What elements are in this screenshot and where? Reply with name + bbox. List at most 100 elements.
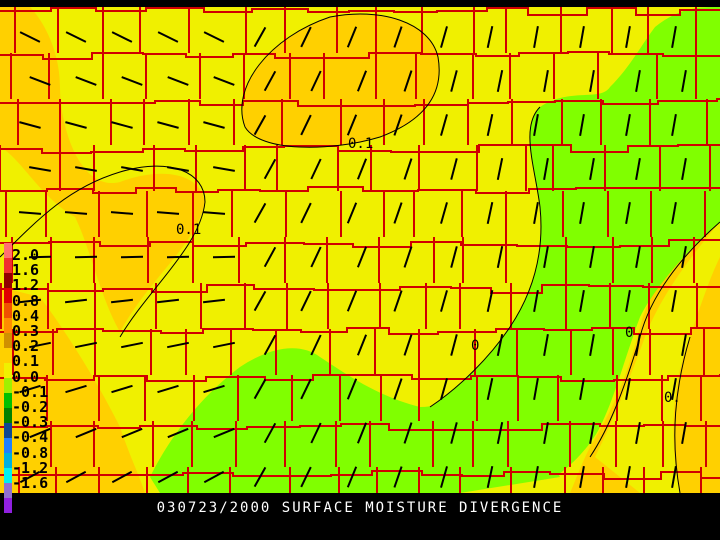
legend-label: 0.3	[12, 322, 40, 341]
wind-barb	[589, 70, 595, 92]
wind-barb	[310, 422, 322, 444]
wind-barb	[121, 341, 143, 349]
wind-barb	[300, 202, 312, 224]
wind-barb	[533, 202, 539, 224]
wind-barb	[203, 121, 225, 129]
contour-label: 0	[625, 325, 633, 341]
legend-swatch	[4, 288, 12, 303]
wind-barb	[213, 341, 235, 349]
wind-barb	[157, 384, 179, 394]
wind-barb	[203, 470, 225, 484]
county-line	[0, 51, 720, 60]
wind-barb	[681, 70, 687, 92]
wind-barb	[263, 422, 277, 444]
wind-barb	[496, 334, 504, 356]
wind-barb	[579, 202, 585, 224]
wind-barb	[203, 384, 225, 394]
wind-barb	[486, 201, 494, 225]
wind-barb	[589, 158, 595, 180]
wind-barb	[111, 31, 133, 43]
wind-barb	[29, 76, 51, 86]
wind-barb	[65, 470, 87, 484]
county-line	[0, 470, 720, 480]
legend-swatch	[4, 303, 12, 318]
legend-swatch	[4, 408, 12, 423]
wind-barb	[19, 470, 41, 484]
wind-barb	[300, 466, 312, 488]
wind-barb	[300, 114, 312, 136]
wind-barb	[346, 466, 358, 488]
wind-barb	[533, 114, 539, 136]
wind-barb	[579, 290, 585, 312]
county-line	[0, 7, 720, 16]
wind-barb	[110, 298, 134, 304]
wind-barb	[403, 334, 413, 356]
wind-barb	[346, 202, 358, 224]
contour-label: 0.1	[176, 222, 201, 238]
negative-area-east	[430, 7, 720, 482]
wind-barb	[253, 466, 267, 488]
wind-barb	[681, 158, 687, 180]
wind-barb	[579, 466, 585, 488]
legend-swatch	[4, 483, 12, 498]
wind-barb	[625, 466, 631, 488]
wind-barb	[156, 298, 180, 304]
legend-swatch	[4, 363, 12, 378]
county-line	[0, 327, 720, 335]
wind-barb	[157, 31, 179, 43]
wind-barb	[300, 378, 312, 400]
wind-barb	[486, 465, 494, 489]
legend-swatch	[4, 498, 12, 513]
wind-barb	[579, 114, 585, 136]
legend-label: 1.2	[12, 276, 40, 295]
wind-barb	[486, 113, 494, 137]
wind-barb	[29, 341, 51, 349]
county-line	[0, 186, 720, 194]
legend-label: 1.6	[12, 261, 40, 280]
wind-barb	[589, 246, 595, 268]
wind-barb	[496, 158, 504, 180]
wind-barb	[213, 76, 235, 86]
wind-barb	[393, 466, 403, 488]
wind-barb	[356, 158, 368, 180]
legend-swatch	[4, 333, 12, 348]
wind-barb	[681, 422, 687, 444]
wind-barb	[111, 384, 133, 394]
legend-swatch	[4, 438, 12, 453]
wind-barb	[346, 114, 358, 136]
wind-barb	[19, 121, 41, 129]
legend-label: -0.2	[12, 398, 49, 417]
wind-barb	[543, 422, 549, 444]
wind-barb	[29, 427, 51, 439]
wind-barb	[671, 466, 677, 488]
wind-barb	[625, 378, 631, 400]
wind-barb	[157, 470, 179, 484]
legend-label: 0.4	[12, 306, 40, 325]
wind-barb	[202, 211, 226, 215]
wind-barb	[19, 31, 41, 43]
wind-barb	[671, 378, 677, 400]
wind-barb	[310, 246, 322, 268]
legend-swatch	[4, 273, 12, 288]
wind-barb	[496, 246, 504, 268]
legend-label: 0.2	[12, 337, 40, 356]
wind-barb	[625, 202, 631, 224]
wind-barb	[393, 114, 403, 136]
wind-barb	[486, 25, 494, 49]
legend-label: 0.8	[12, 291, 40, 310]
wind-barb	[263, 158, 277, 180]
wind-barb	[253, 378, 267, 400]
wind-barb	[111, 470, 133, 484]
wind-barb	[496, 422, 504, 444]
legend-swatch	[4, 393, 12, 408]
wind-barb	[253, 26, 267, 48]
wind-barb	[496, 70, 504, 92]
wind-barb	[121, 427, 143, 439]
wind-barb	[543, 246, 549, 268]
wind-barb	[253, 290, 267, 312]
negative-area-south	[150, 348, 560, 493]
wind-barb	[543, 70, 549, 92]
wind-barb	[167, 341, 189, 349]
wind-barb	[589, 422, 595, 444]
